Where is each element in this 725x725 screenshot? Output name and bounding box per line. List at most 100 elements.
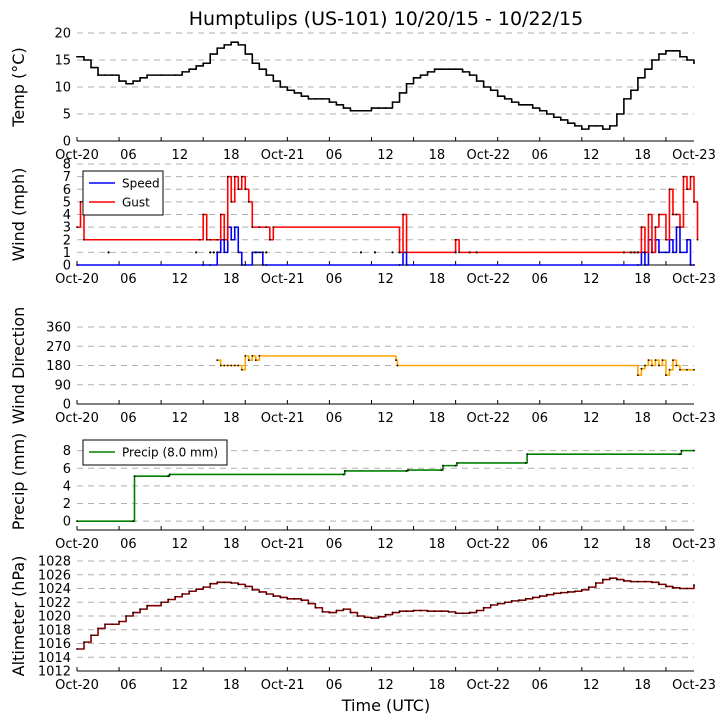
data-point (237, 251, 240, 254)
data-point (689, 175, 692, 178)
data-point (644, 251, 646, 254)
x-tick-label: 12 (377, 678, 394, 693)
data-point (342, 608, 345, 611)
x-tick-label: 18 (634, 148, 651, 163)
x-tick-label: Oct-21 (261, 148, 305, 163)
y-tick-label: 20 (54, 27, 71, 42)
data-point (216, 251, 219, 254)
data-point (489, 89, 492, 92)
data-point (293, 597, 296, 600)
data-point (300, 599, 303, 602)
data-point (545, 593, 548, 596)
data-point (679, 251, 681, 254)
data-point (524, 103, 527, 106)
x-tick-label: 06 (531, 678, 548, 693)
data-point (118, 620, 120, 623)
data-point (658, 213, 660, 216)
data-point (279, 86, 282, 88)
data-point (307, 97, 310, 100)
data-point (398, 610, 401, 613)
data-point (668, 188, 671, 191)
data-point (83, 238, 85, 241)
data-point (265, 593, 268, 595)
data-point (384, 613, 387, 616)
x-tick-label: 12 (583, 272, 600, 287)
data-point (503, 601, 506, 604)
y-tick-label: 1028 (38, 555, 71, 570)
x-tick-label: Oct-23 (672, 272, 716, 287)
data-point (482, 86, 485, 88)
x-tick-label: Oct-23 (672, 148, 716, 163)
data-point (679, 368, 681, 371)
data-point (526, 453, 529, 456)
data-point (482, 606, 485, 609)
data-point (111, 74, 113, 77)
data-point (261, 251, 264, 254)
data-point (665, 585, 667, 588)
data-point (314, 606, 317, 609)
data-point (531, 596, 534, 599)
data-point (307, 602, 310, 605)
data-point (426, 70, 429, 73)
data-point (83, 641, 85, 644)
y-tick-label: 270 (46, 340, 71, 355)
data-point (212, 251, 215, 254)
x-tick-label: Oct-22 (466, 411, 510, 426)
x-tick-label: 06 (120, 678, 137, 693)
data-point (433, 68, 436, 71)
data-point (447, 68, 450, 71)
data-point (644, 364, 646, 367)
x-tick-label: 12 (583, 148, 600, 163)
data-point (559, 119, 562, 121)
data-point (580, 128, 583, 131)
y-tick-label: 360 (46, 321, 71, 336)
data-point (195, 251, 198, 254)
x-tick-label: 12 (583, 537, 600, 552)
data-point (665, 238, 667, 241)
y-axis-title: Altimeter (hPa) (9, 556, 28, 677)
data-point (209, 238, 212, 241)
data-point (601, 578, 604, 581)
data-point (510, 101, 513, 104)
x-tick-label: 18 (223, 537, 240, 552)
data-point (665, 251, 667, 254)
y-tick-label: 6 (63, 183, 71, 198)
data-point (637, 264, 639, 266)
data-point (419, 609, 422, 612)
data-point (608, 577, 611, 580)
data-point (167, 475, 170, 478)
data-point (654, 226, 657, 229)
data-point (174, 595, 177, 598)
x-tick-label: 06 (531, 148, 548, 163)
data-point (637, 580, 639, 583)
data-point (686, 59, 688, 61)
data-point (254, 251, 257, 254)
x-tick-label: Oct-23 (672, 411, 716, 426)
data-point (254, 359, 257, 362)
data-point (647, 359, 650, 362)
data-point (672, 213, 674, 216)
data-point (111, 623, 113, 626)
data-point (679, 587, 681, 590)
data-point (237, 43, 240, 46)
y-axis-title: Precip (mm) (9, 433, 28, 531)
data-point (693, 200, 695, 203)
data-point (244, 188, 247, 191)
data-point (321, 610, 324, 613)
data-point (426, 610, 429, 613)
data-point (693, 584, 695, 586)
y-tick-label: 90 (54, 378, 71, 393)
data-point (391, 611, 394, 614)
data-point (391, 101, 394, 104)
data-point (587, 124, 590, 127)
x-tick-label: 12 (377, 272, 394, 287)
data-point (258, 591, 261, 593)
data-point (258, 251, 261, 254)
data-point (230, 41, 233, 44)
y-tick-label: 1 (63, 246, 71, 261)
data-point (679, 55, 681, 58)
y-tick-label: 1020 (38, 610, 71, 625)
x-tick-label: Oct-22 (466, 272, 510, 287)
x-tick-label: 18 (429, 148, 446, 163)
legend: Precip (8.0 mm) (82, 439, 228, 466)
